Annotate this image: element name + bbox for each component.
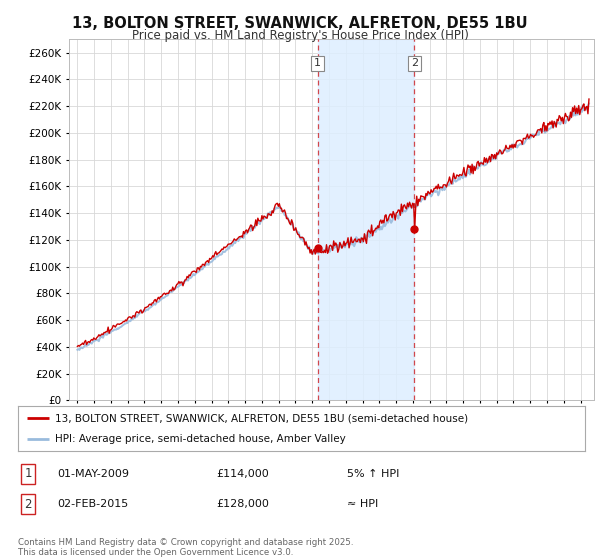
Text: 1: 1 [25,468,32,480]
Text: 02-FEB-2015: 02-FEB-2015 [58,499,129,509]
Text: 01-MAY-2009: 01-MAY-2009 [58,469,130,479]
Bar [318,39,414,400]
Text: £114,000: £114,000 [217,469,269,479]
Text: 5% ↑ HPI: 5% ↑ HPI [347,469,399,479]
Text: HPI: Average price, semi-detached house, Amber Valley: HPI: Average price, semi-detached house,… [55,433,346,444]
Text: Contains HM Land Registry data © Crown copyright and database right 2025.
This d: Contains HM Land Registry data © Crown c… [18,538,353,557]
Text: Price paid vs. HM Land Registry's House Price Index (HPI): Price paid vs. HM Land Registry's House … [131,29,469,42]
Text: 13, BOLTON STREET, SWANWICK, ALFRETON, DE55 1BU (semi-detached house): 13, BOLTON STREET, SWANWICK, ALFRETON, D… [55,413,468,423]
Text: 2: 2 [410,58,418,68]
Text: 2: 2 [25,497,32,511]
Text: 1: 1 [314,58,321,68]
Text: £128,000: £128,000 [217,499,269,509]
Text: ≈ HPI: ≈ HPI [347,499,378,509]
Text: 13, BOLTON STREET, SWANWICK, ALFRETON, DE55 1BU: 13, BOLTON STREET, SWANWICK, ALFRETON, D… [72,16,528,31]
